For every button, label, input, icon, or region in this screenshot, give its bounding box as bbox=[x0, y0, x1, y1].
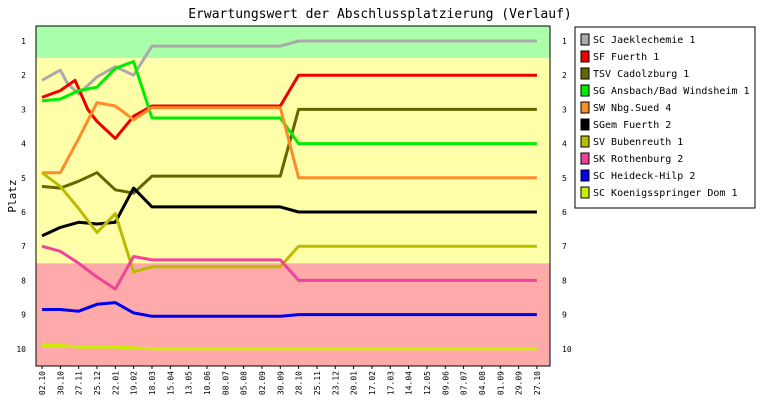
x-tick-label: 01.09 bbox=[496, 371, 505, 395]
legend-box bbox=[574, 26, 756, 209]
legend-label-6: SGem Fuerth 2 bbox=[593, 120, 671, 131]
y-tick-label-right: 7 bbox=[562, 242, 567, 251]
plot-frame bbox=[35, 25, 551, 367]
series-line-7 bbox=[41, 171, 537, 274]
y-tick-label-left: 3 bbox=[21, 105, 26, 114]
x-tick-label: 12.05 bbox=[423, 371, 432, 395]
y-tick-label-left: 10 bbox=[16, 345, 26, 354]
x-tick-label: 14.04 bbox=[405, 371, 414, 395]
x-tick-label: 07.07 bbox=[460, 371, 469, 395]
series-lines bbox=[41, 39, 537, 351]
legend-label-3: TSV Cadolzburg 1 bbox=[593, 69, 689, 80]
x-tick-label: 04.08 bbox=[478, 371, 487, 395]
y-tick-label-right: 9 bbox=[562, 311, 567, 320]
chart-title: Erwartungswert der Abschlussplatzierung … bbox=[188, 7, 572, 22]
x-tick-label: 25.12 bbox=[93, 371, 102, 395]
y-tick-label-left: 9 bbox=[21, 311, 26, 320]
legend-label-8: SK Rothenburg 2 bbox=[593, 154, 683, 165]
x-tick-label: 09.06 bbox=[441, 371, 450, 395]
series-line-5 bbox=[42, 101, 537, 180]
y-axis-ticks: 1 1 2 2 3 3 4 4 5 5 6 6 7 7 8 8 9 9 10 10 bbox=[16, 37, 571, 354]
legend-swatch-3 bbox=[580, 67, 590, 80]
y-tick-label-right: 1 bbox=[562, 37, 567, 46]
x-tick-label: 30.09 bbox=[276, 371, 285, 395]
legend-swatch-9 bbox=[580, 169, 590, 182]
legend-label-9: SC Heideck-Hilp 2 bbox=[593, 171, 695, 182]
legend-swatch-2 bbox=[580, 50, 590, 63]
legend-label-4: SG Ansbach/Bad Windsheim 1 bbox=[593, 86, 750, 97]
y-tick-label-left: 6 bbox=[21, 208, 26, 217]
x-tick-label: 25.11 bbox=[313, 371, 322, 395]
y-tick-label-left: 5 bbox=[21, 174, 26, 183]
legend-swatch-8 bbox=[580, 152, 590, 165]
legend-swatch-10 bbox=[580, 186, 590, 199]
x-tick-label: 05.08 bbox=[240, 371, 249, 395]
y-tick-label-right: 2 bbox=[562, 71, 567, 80]
y-tick-label-right: 5 bbox=[562, 174, 567, 183]
x-tick-label: 27.11 bbox=[75, 371, 84, 395]
series-line-6 bbox=[41, 186, 537, 238]
y-axis-label: Platz bbox=[6, 179, 19, 212]
x-tick-label: 08.07 bbox=[221, 371, 230, 395]
series-line-10 bbox=[42, 343, 537, 351]
x-tick-label: 29.09 bbox=[515, 371, 524, 395]
x-tick-label: 10.06 bbox=[203, 371, 212, 395]
x-tick-label: 18.03 bbox=[148, 371, 157, 395]
legend-swatch-5 bbox=[580, 101, 590, 114]
legend-swatch-1 bbox=[580, 33, 590, 46]
y-tick-label-left: 8 bbox=[21, 276, 26, 285]
y-tick-label-right: 4 bbox=[562, 140, 567, 149]
y-tick-label-right: 6 bbox=[562, 208, 567, 217]
x-tick-label: 02.09 bbox=[258, 371, 267, 395]
legend-label-5: SW Nbg.Sued 4 bbox=[593, 103, 671, 114]
series-line-1 bbox=[41, 39, 537, 96]
series-line-2 bbox=[41, 73, 537, 140]
x-tick-label: 22.01 bbox=[111, 371, 120, 395]
series-line-4 bbox=[41, 60, 537, 146]
series-line-8 bbox=[41, 244, 537, 291]
legend-swatch-4 bbox=[580, 84, 590, 97]
legend: SC Jaeklechemie 1 SF Fuerth 1 TSV Cadolzbu… bbox=[574, 26, 756, 209]
x-tick-label: 23.12 bbox=[331, 371, 340, 395]
x-tick-label: 28.10 bbox=[295, 371, 304, 395]
x-tick-label: 19.02 bbox=[130, 371, 139, 395]
legend-label-7: SV Bubenreuth 1 bbox=[593, 137, 683, 148]
x-tick-label: 02.10 bbox=[38, 371, 47, 395]
legend-swatch-7 bbox=[580, 135, 590, 148]
x-tick-label: 27.10 bbox=[533, 371, 542, 395]
series-line-9 bbox=[42, 301, 537, 318]
x-tick-label: 30.10 bbox=[56, 371, 65, 395]
legend-label-10: SC Koenigsspringer Dom 1 bbox=[593, 188, 738, 199]
x-tick-label: 20.01 bbox=[350, 371, 359, 395]
legend-label-1: SC Jaeklechemie 1 bbox=[593, 35, 695, 46]
y-tick-label-right: 3 bbox=[562, 105, 567, 114]
legend-label-2: SF Fuerth 1 bbox=[593, 52, 659, 63]
y-tick-label-right: 10 bbox=[562, 345, 572, 354]
x-axis-ticks: 02.10 30.10 27.11 25.12 22.01 19.02 18.03 15.04… bbox=[38, 366, 542, 395]
y-tick-label-left: 1 bbox=[21, 37, 26, 46]
x-tick-label: 13.05 bbox=[185, 371, 194, 395]
legend-swatch-6 bbox=[580, 118, 590, 131]
y-tick-label-right: 8 bbox=[562, 276, 567, 285]
y-tick-label-left: 2 bbox=[21, 71, 26, 80]
x-tick-label: 15.04 bbox=[166, 371, 175, 395]
x-tick-label: 17.02 bbox=[368, 371, 377, 395]
y-tick-label-left: 4 bbox=[21, 140, 26, 149]
y-tick-label-left: 7 bbox=[21, 242, 26, 251]
x-tick-label: 17.03 bbox=[386, 371, 395, 395]
